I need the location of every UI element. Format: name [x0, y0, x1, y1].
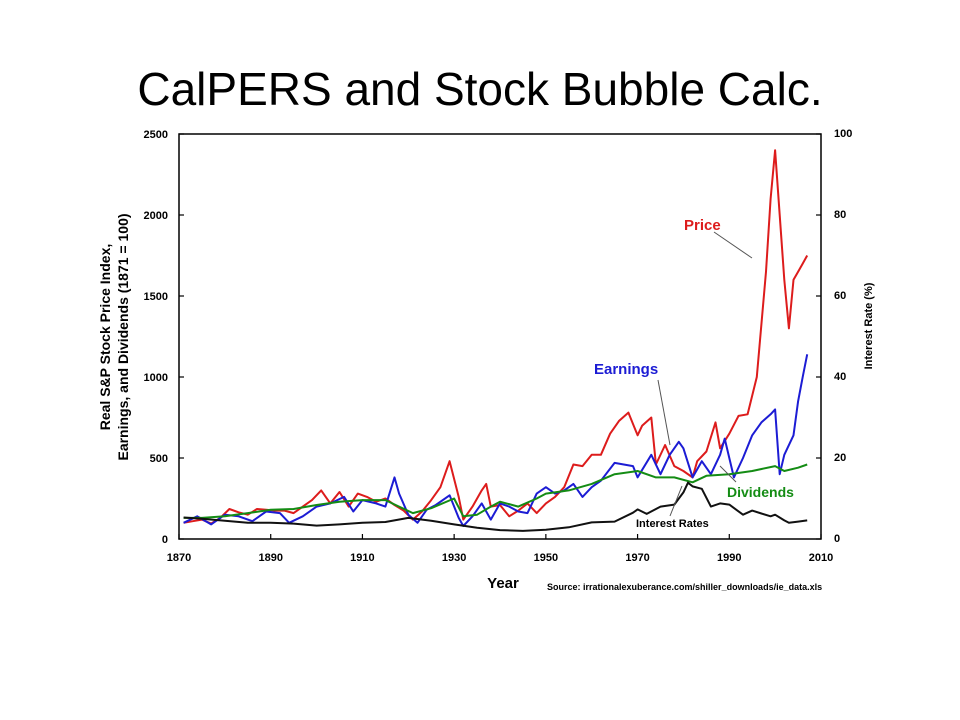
annotation-label: Earnings [594, 361, 658, 378]
y-right-axis-title: Interest Rate (%) [863, 282, 875, 369]
x-tick-label: 1930 [442, 552, 466, 564]
y-right-tick-label: 60 [834, 290, 846, 302]
x-tick-label: 1910 [350, 552, 374, 564]
annotation-leader [657, 379, 671, 446]
slide-title: CalPERS and Stock Bubble Calc. [137, 63, 823, 115]
x-tick-label: 1870 [167, 552, 191, 564]
series-line-earnings [183, 354, 809, 527]
y-right-tick-label: 80 [834, 209, 846, 221]
x-axis-title: Year [487, 575, 519, 592]
x-tick-label: 1950 [534, 552, 558, 564]
x-tick-label: 1890 [258, 552, 282, 564]
y-right-tick-label: 0 [834, 533, 840, 545]
axis-layer: 1870 1890 1910 1930 1950 1970 1990 201005001000… [97, 128, 875, 592]
annotation-label: Interest Rates [636, 518, 709, 530]
y-left-tick-label: 0 [162, 534, 168, 546]
series-line-interest-rates [183, 481, 808, 532]
series-layer [183, 149, 809, 532]
y-left-tick-label: 500 [150, 453, 168, 465]
y-right-tick-label: 40 [834, 371, 846, 383]
y-left-tick-label: 2000 [144, 210, 168, 222]
y-left-axis-title-line: Earnings, and Dividends (1871 = 100) [115, 213, 131, 460]
annotation-label: Dividends [727, 484, 794, 500]
y-right-tick-label: 100 [834, 128, 852, 140]
y-right-tick-label: 20 [834, 452, 846, 464]
x-tick-label: 1990 [717, 552, 741, 564]
y-left-tick-label: 1500 [144, 291, 168, 303]
annotation-leader [719, 465, 737, 483]
x-tick-label: 2010 [809, 552, 833, 564]
y-left-tick-label: 2500 [144, 129, 168, 141]
series-line-dividends [183, 463, 808, 519]
y-left-tick-label: 1000 [144, 372, 168, 384]
annotation-layer: Price Earnings Dividends Interest Rates [594, 217, 794, 530]
plot-frame [178, 133, 822, 540]
x-tick-label: 1970 [625, 552, 649, 564]
annotation-leader [713, 231, 753, 259]
y-left-axis-title-line: Real S&P Stock Price Index, [97, 244, 113, 431]
annotation-leader [669, 485, 683, 517]
annotation-label: Price [684, 217, 721, 234]
source-note: Source: irrationalexuberance.com/shiller… [547, 582, 822, 592]
y-left-axis-title: Real S&P Stock Price Index, Earnings, and… [97, 213, 131, 460]
